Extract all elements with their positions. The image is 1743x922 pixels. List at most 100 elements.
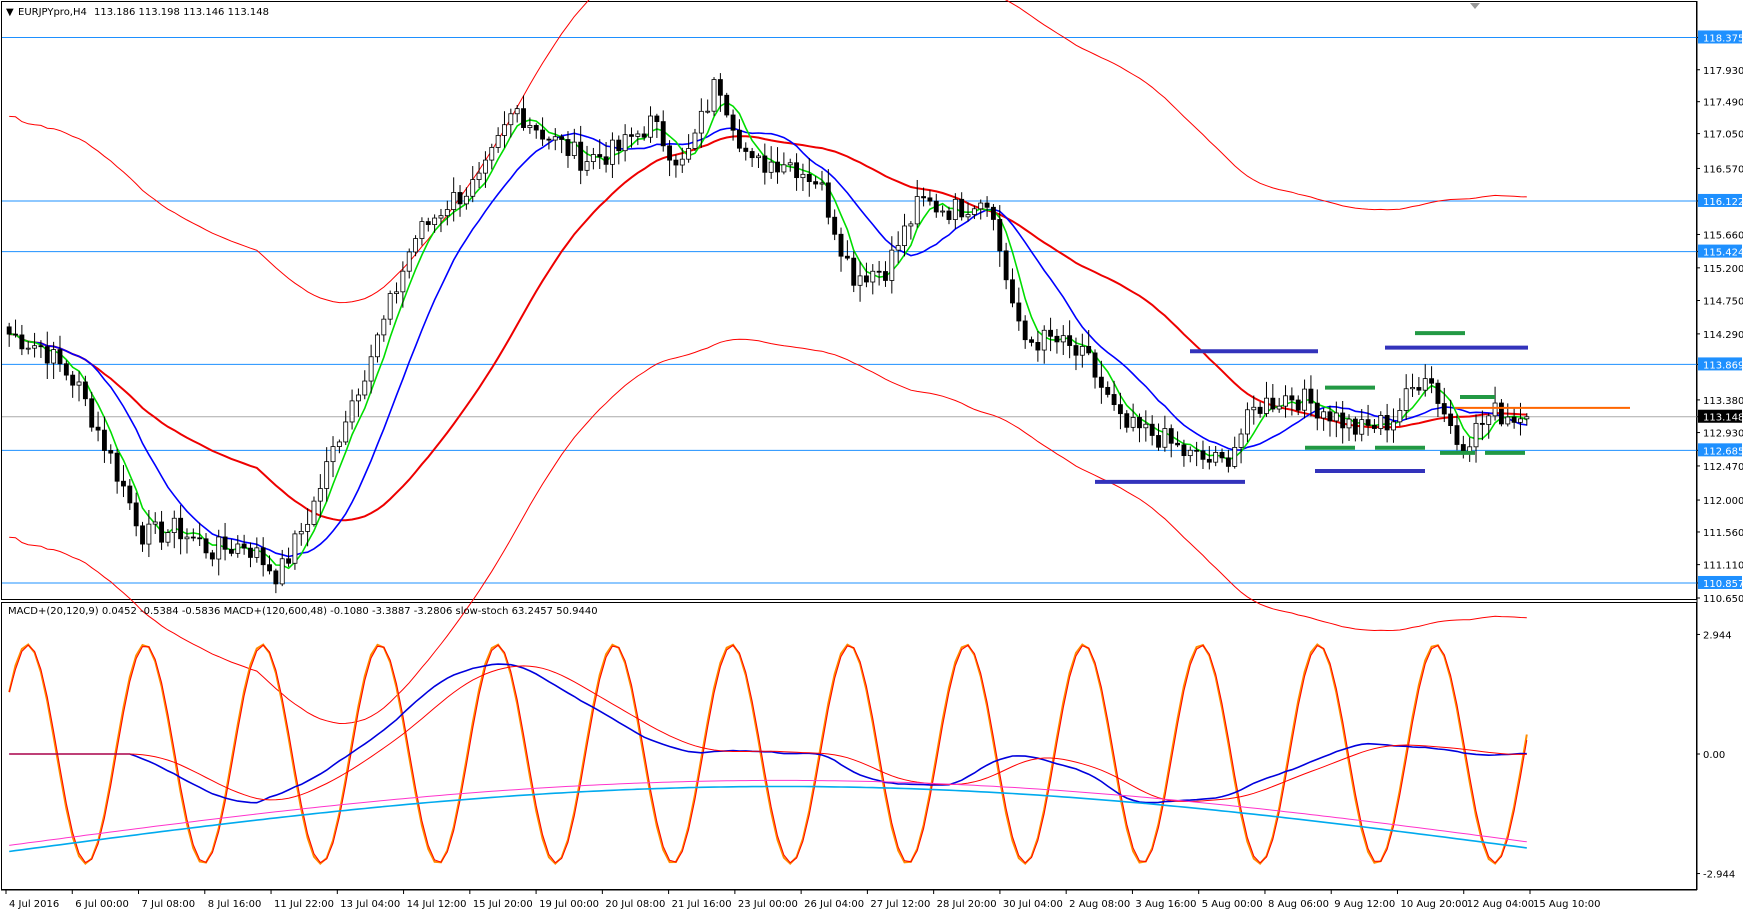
candle-body <box>800 173 806 179</box>
candle-body <box>400 270 406 293</box>
candle-body <box>971 208 977 215</box>
candle-body <box>438 215 444 219</box>
candle-body <box>1067 335 1073 346</box>
candle-body <box>597 154 603 158</box>
candles <box>6 73 1530 594</box>
time-tick-label: 9 Aug 12:00 <box>1334 899 1395 910</box>
candle-body <box>495 135 501 148</box>
candle-body <box>209 552 215 560</box>
candle-body <box>883 271 888 281</box>
candle-body <box>1346 418 1352 429</box>
time-tick-label: 13 Jul 04:00 <box>340 899 400 910</box>
time-tick-label: 28 Jul 20:00 <box>937 899 997 910</box>
candle-body <box>711 79 717 112</box>
candle-body <box>406 251 412 272</box>
candle-body <box>1511 416 1517 423</box>
macd-fast-line <box>9 663 1527 804</box>
price-tick-label: 117.050 <box>1703 130 1743 141</box>
candle-body <box>565 139 571 156</box>
candle-body <box>546 138 552 141</box>
candle-body <box>756 155 761 159</box>
indicator-tick-label: -2.944 <box>1703 870 1735 881</box>
candle-body <box>298 531 304 535</box>
candle-body <box>673 159 679 166</box>
candle-body <box>70 374 76 386</box>
time-tick-label: 23 Jul 00:00 <box>738 899 798 910</box>
candle-body <box>44 346 50 364</box>
candle-body <box>609 139 615 165</box>
price-tick-label: 112.470 <box>1703 462 1743 473</box>
candle-body <box>489 147 495 161</box>
candle-body <box>1276 405 1282 410</box>
candle-body <box>241 543 247 549</box>
candle-body <box>330 446 336 463</box>
candle-body <box>921 196 927 199</box>
candle-body <box>324 461 330 489</box>
candle-body <box>1492 402 1498 417</box>
lower-band-line <box>9 338 1527 725</box>
candle-body <box>1403 388 1409 411</box>
candle-body <box>146 523 152 545</box>
candle-body <box>1505 416 1511 425</box>
time-tick-label: 12 Aug 04:00 <box>1467 899 1534 910</box>
scroll-triangle-down-icon[interactable] <box>1470 3 1480 9</box>
candle-body <box>1035 342 1041 351</box>
macd-fast-signal-line <box>9 665 1527 802</box>
candle-body <box>908 223 914 227</box>
candle-body <box>590 154 596 162</box>
candle-body <box>819 182 825 185</box>
candle-body <box>152 521 158 525</box>
candle-body <box>413 238 419 253</box>
time-tick-label: 3 Aug 16:00 <box>1135 899 1196 910</box>
candle-body <box>502 124 507 136</box>
candle-body <box>95 426 101 431</box>
candle-body <box>667 145 673 161</box>
candle-body <box>1327 411 1333 422</box>
candle-body <box>1422 378 1428 391</box>
time-tick-label: 26 Jul 04:00 <box>804 899 864 910</box>
time-tick-label: 30 Jul 04:00 <box>1003 899 1063 910</box>
candle-body <box>32 345 38 349</box>
candle-body <box>1219 452 1225 459</box>
candle-body <box>521 108 526 128</box>
indicator-lines <box>8 643 1528 866</box>
candle-body <box>1264 397 1269 414</box>
candle-body <box>1225 457 1231 467</box>
indicator-header: MACD+(20,120,9) 0.0452 -0.5384 -0.5836 M… <box>8 606 598 617</box>
candle-body <box>1486 415 1492 425</box>
candle-body <box>1117 404 1123 415</box>
candle-body <box>1022 320 1028 341</box>
candle-body <box>362 380 368 396</box>
candle-body <box>794 162 800 179</box>
price-tick-label: 116.122 <box>1703 197 1743 208</box>
candle-body <box>933 200 939 213</box>
candle-body <box>1410 387 1415 390</box>
candle-body <box>571 141 577 156</box>
price-axis: 118.375 117.930 117.490 117.050 116.570 116.1… <box>1696 1 1743 890</box>
candle-body <box>851 257 857 286</box>
candle-body <box>355 394 361 402</box>
candle-body <box>451 192 457 210</box>
candle-body <box>540 129 546 140</box>
indicator-tick-label: 2.944 <box>1703 630 1732 641</box>
candle-body <box>1340 412 1346 429</box>
candle-body <box>1213 452 1219 463</box>
candle-body <box>1048 329 1054 337</box>
candle-body <box>990 206 996 220</box>
candle-body <box>1092 352 1098 378</box>
candle-body <box>203 538 209 554</box>
time-tick-label: 5 Aug 00:00 <box>1202 899 1263 910</box>
candle-body <box>1289 395 1295 401</box>
candle-body <box>101 429 107 451</box>
candle-body <box>1308 388 1314 404</box>
price-tick-label: 117.490 <box>1703 98 1743 109</box>
candle-body <box>1137 417 1142 429</box>
triangle-down-icon[interactable]: ▼ <box>6 7 14 18</box>
candle-body <box>736 129 742 149</box>
candle-body <box>679 158 685 166</box>
candle-body <box>1111 394 1117 406</box>
price-tick-label: 114.290 <box>1703 330 1743 341</box>
candle-body <box>38 345 44 348</box>
indicator-frame <box>1 602 1697 890</box>
